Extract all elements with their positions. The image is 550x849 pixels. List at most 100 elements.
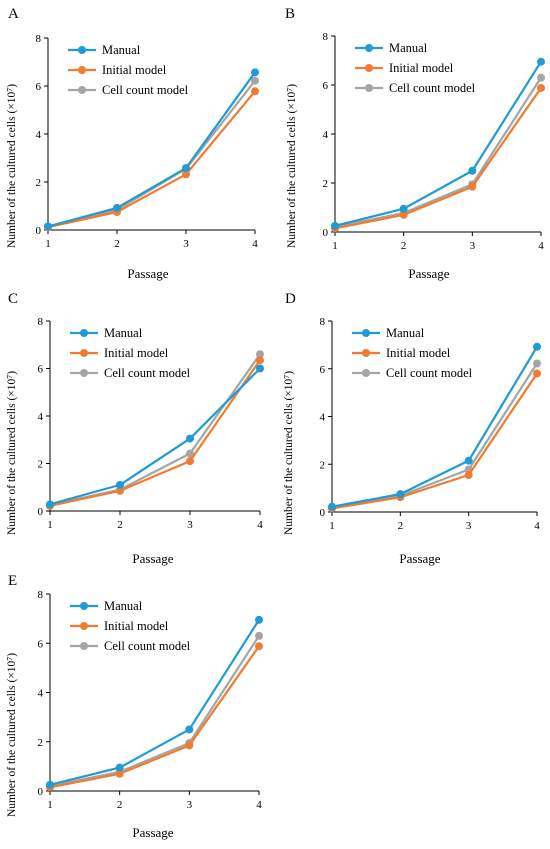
y-tick-label: 4 [38, 411, 44, 423]
data-point [182, 164, 190, 173]
legend-label: Manual [386, 326, 425, 340]
x-tick-label: 2 [398, 520, 404, 532]
x-tick-label: 4 [538, 240, 544, 252]
data-point [256, 364, 264, 373]
legend-marker [78, 66, 86, 74]
y-tick-label: 0 [38, 786, 44, 798]
x-axis-label: Passage [132, 825, 174, 840]
series-line [334, 87, 542, 230]
legend-label: Manual [102, 43, 141, 57]
series-line [49, 619, 260, 786]
data-point [464, 470, 473, 479]
y-tick-label: 2 [38, 459, 44, 471]
y-tick-label: 6 [38, 364, 44, 376]
legend-marker [362, 329, 370, 337]
y-tick-label: 2 [323, 178, 329, 190]
legend-marker [80, 329, 88, 337]
y-tick-label: 6 [38, 638, 44, 650]
data-point [533, 369, 541, 378]
legend-label: Cell count model [104, 366, 191, 380]
y-tick-label: 2 [320, 459, 326, 471]
y-tick-label: 8 [320, 316, 326, 328]
x-tick-label: 3 [187, 519, 193, 531]
x-tick-label: 4 [534, 520, 540, 532]
y-tick-label: 8 [38, 589, 44, 601]
chart-svg: 0 2 4 6 8 1 2 3 4 Manual Initial model Cell count m… [38, 316, 264, 531]
data-point [186, 434, 194, 443]
data-point [255, 642, 263, 651]
chart-svg: 0 2 4 6 8 1 2 3 4 Manual Initial model Cell count m… [36, 33, 259, 250]
series-line [334, 61, 542, 227]
legend-marker [80, 642, 88, 650]
y-tick-label: 2 [36, 177, 42, 189]
data-point [396, 490, 405, 499]
series-line [49, 367, 261, 506]
series-line [334, 77, 542, 229]
data-point [399, 204, 408, 213]
data-point [255, 615, 263, 624]
x-axis-label: Passage [127, 266, 169, 281]
data-point [185, 741, 194, 750]
series-line [47, 80, 256, 228]
legend-label: Initial model [389, 61, 454, 75]
data-point [537, 73, 545, 82]
legend-label: Cell count model [104, 639, 191, 653]
legend-label: Initial model [386, 346, 451, 360]
panel-letter: D [285, 291, 296, 307]
y-tick-label: 0 [320, 507, 326, 519]
y-tick-label: 8 [323, 31, 329, 43]
y-tick-label: 6 [323, 80, 329, 92]
y-tick-label: 4 [323, 129, 329, 141]
y-tick-label: 0 [36, 225, 42, 237]
data-point [256, 350, 264, 359]
legend-marker [80, 369, 88, 377]
legend-marker [365, 64, 373, 72]
data-point [251, 68, 259, 77]
legend-label: Initial model [104, 346, 169, 360]
y-tick-label: 8 [36, 33, 42, 45]
x-tick-label: 4 [252, 238, 258, 250]
panel-letter: A [8, 6, 19, 22]
x-tick-label: 3 [470, 240, 476, 252]
data-point [185, 725, 194, 734]
x-tick-label: 4 [256, 799, 262, 811]
data-point [251, 76, 259, 85]
x-tick-label: 3 [183, 238, 189, 250]
data-point [113, 203, 121, 212]
series-line [331, 372, 538, 510]
legend-label: Cell count model [389, 81, 476, 95]
legend-marker [78, 46, 86, 54]
x-tick-label: 2 [117, 519, 123, 531]
series-line [331, 346, 538, 508]
data-point [255, 631, 263, 640]
legend-label: Manual [104, 326, 143, 340]
legend-marker [80, 622, 88, 630]
x-axis-label: Passage [408, 266, 450, 281]
data-point [331, 221, 339, 230]
x-tick-label: 3 [187, 799, 193, 811]
x-axis-label: Passage [132, 551, 174, 566]
x-tick-label: 1 [45, 238, 51, 250]
x-tick-label: 2 [401, 240, 407, 252]
data-point [537, 83, 545, 92]
legend-label: Cell count model [386, 366, 473, 380]
y-tick-label: 6 [320, 364, 326, 376]
data-point [116, 486, 124, 495]
legend-marker [80, 602, 88, 610]
x-axis-label: Passage [399, 551, 441, 566]
series-line [49, 359, 261, 507]
legend-marker [362, 349, 370, 357]
legend-label: Manual [389, 41, 428, 55]
data-point [468, 166, 477, 175]
x-tick-label: 1 [47, 519, 53, 531]
y-tick-label: 4 [320, 412, 326, 424]
data-point [468, 182, 477, 191]
legend-label: Cell count model [102, 83, 189, 97]
legend-marker [80, 349, 88, 357]
data-point [256, 356, 264, 365]
x-tick-label: 4 [257, 519, 263, 531]
